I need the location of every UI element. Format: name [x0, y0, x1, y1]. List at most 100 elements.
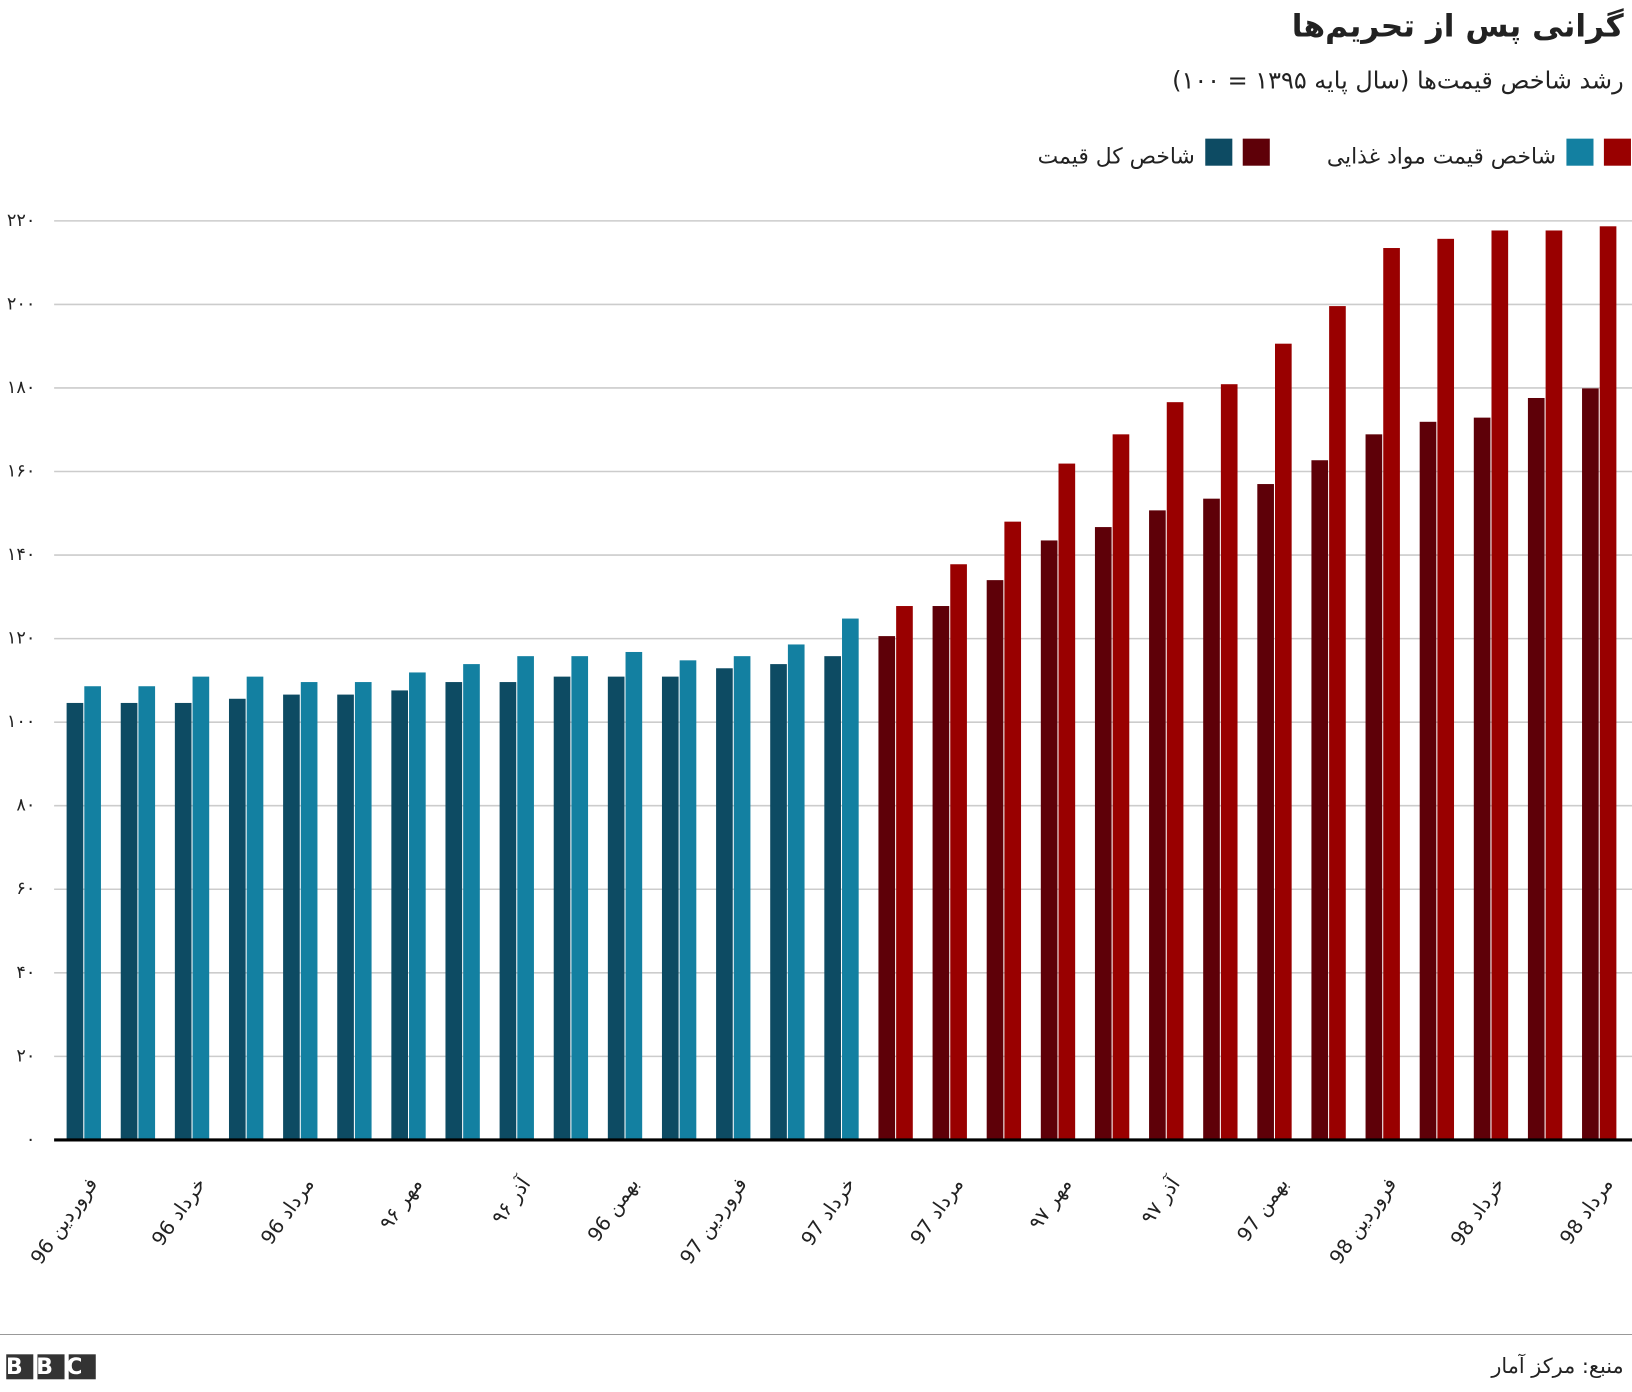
bbc-logo: BBC	[6, 1354, 96, 1380]
x-tick-label: فروردین 96	[26, 1173, 102, 1268]
bar	[1419, 421, 1437, 1140]
bar	[1094, 527, 1112, 1140]
bar	[1383, 248, 1400, 1140]
x-tick-label: آذر ۹۷	[1136, 1172, 1186, 1229]
bar	[679, 660, 697, 1140]
bar	[571, 656, 589, 1140]
legend-swatch	[1566, 138, 1594, 166]
logo-block	[68, 1354, 96, 1380]
bar	[607, 676, 625, 1140]
bar	[1166, 402, 1184, 1140]
bar	[445, 682, 463, 1140]
bar	[1257, 484, 1274, 1140]
bar	[896, 606, 913, 1140]
x-tick-label: بهمن 96	[583, 1173, 643, 1246]
x-tick-label: خرداد 97	[797, 1173, 860, 1250]
bar	[1491, 230, 1509, 1140]
bar	[84, 686, 101, 1140]
x-tick-label: فروردین 98	[1325, 1173, 1401, 1268]
bar	[192, 676, 210, 1140]
bar	[174, 702, 192, 1140]
bar	[1004, 521, 1022, 1140]
y-tick-label: ۶۰	[16, 879, 35, 899]
bar	[1437, 238, 1455, 1140]
bar	[1473, 417, 1491, 1140]
chart-title: گرانی پس از تحریم‌ها	[1292, 7, 1625, 44]
bar	[300, 682, 318, 1140]
legend-swatch	[1603, 138, 1631, 166]
source: منبع: مرکز آمار	[1490, 1353, 1623, 1378]
legend-swatch	[1242, 138, 1270, 166]
bar	[1311, 460, 1329, 1140]
bar	[986, 580, 1004, 1140]
bar	[1203, 498, 1220, 1140]
bar	[283, 694, 300, 1140]
bar	[824, 656, 841, 1140]
bar	[120, 702, 138, 1140]
x-tick-label: خرداد 98	[1446, 1173, 1509, 1250]
bar	[1365, 434, 1383, 1140]
legend-label: شاخص کل قیمت	[1038, 144, 1195, 169]
bar	[1599, 226, 1617, 1140]
bar	[1545, 230, 1563, 1140]
y-tick-label: ۴۰	[16, 963, 35, 983]
y-tick-label: ۸۰	[16, 796, 35, 816]
x-tick-label: آذر ۹۶	[486, 1172, 536, 1229]
logo-text: BBC	[6, 1355, 96, 1380]
bar	[842, 618, 859, 1140]
bar	[66, 702, 84, 1140]
bar	[409, 672, 426, 1140]
bar	[499, 682, 517, 1140]
x-tick-label: خرداد 96	[147, 1173, 210, 1250]
bar	[1112, 434, 1130, 1140]
x-tick-label: مرداد 97	[906, 1173, 968, 1248]
bar	[337, 694, 354, 1140]
x-tick-label: مرداد 96	[256, 1173, 318, 1248]
legend-swatch	[1205, 138, 1233, 166]
y-tick-label: ۱۰۰	[7, 712, 36, 732]
bar	[553, 676, 571, 1140]
bar	[661, 676, 679, 1140]
y-tick-label: ۲۰۰	[7, 294, 36, 314]
bar	[625, 651, 643, 1140]
bar	[1329, 306, 1346, 1140]
x-tick-label: مهر ۹۷	[1024, 1173, 1076, 1234]
legend-label: شاخص قیمت مواد غذایی	[1327, 144, 1556, 169]
bar	[787, 644, 805, 1140]
y-tick-label: ۰	[26, 1130, 36, 1150]
bar	[733, 656, 751, 1140]
x-tick-label: مرداد 98	[1555, 1173, 1617, 1248]
bar	[1220, 384, 1238, 1140]
bar	[138, 686, 156, 1140]
bar	[716, 668, 733, 1140]
bar	[1275, 343, 1292, 1140]
chart-subtitle: رشد شاخص قیمت‌ها (سال پایه ۱۳۹۵ = ۱۰۰)	[1172, 66, 1624, 94]
y-tick-label: ۱۴۰	[7, 545, 36, 565]
bar	[1058, 463, 1076, 1140]
bar	[1582, 388, 1599, 1140]
bar	[228, 698, 246, 1140]
logo-block	[37, 1354, 65, 1380]
y-tick-label: ۲۲۰	[7, 211, 36, 231]
y-tick-label: ۱۸۰	[7, 378, 36, 398]
bar	[1040, 540, 1058, 1140]
bar	[770, 664, 787, 1140]
bar	[463, 664, 480, 1140]
logo-block	[6, 1354, 34, 1380]
bar	[950, 564, 967, 1140]
y-tick-label: ۱۲۰	[7, 629, 36, 649]
x-tick-label: بهمن 97	[1233, 1173, 1293, 1246]
bar	[517, 656, 534, 1140]
bar	[878, 636, 896, 1140]
y-tick-label: ۲۰	[16, 1046, 35, 1066]
x-tick-label: فروردین 97	[675, 1173, 751, 1268]
bar	[354, 682, 372, 1140]
bar	[1149, 510, 1166, 1140]
y-tick-label: ۱۶۰	[7, 462, 36, 482]
x-tick-label: مهر ۹۶	[375, 1173, 427, 1234]
bar	[246, 676, 264, 1140]
bar	[1527, 397, 1545, 1140]
bar	[932, 606, 950, 1140]
